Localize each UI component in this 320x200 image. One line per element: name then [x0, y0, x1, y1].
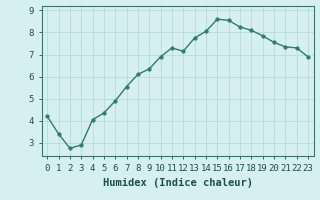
X-axis label: Humidex (Indice chaleur): Humidex (Indice chaleur) — [103, 178, 252, 188]
